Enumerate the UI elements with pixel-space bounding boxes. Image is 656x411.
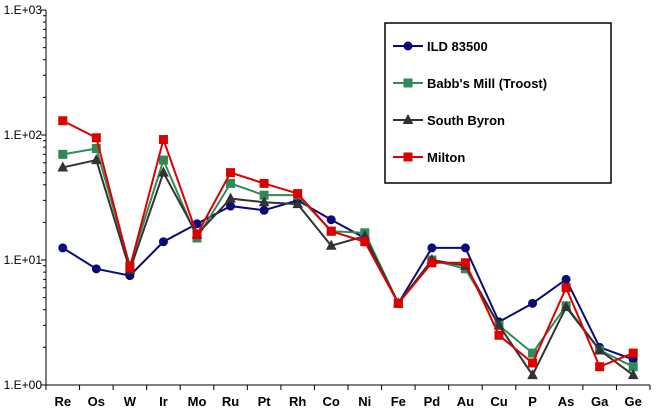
- data-point: [292, 198, 303, 209]
- x-tick-label: As: [558, 394, 575, 409]
- y-tick-label: 1.E+00: [4, 378, 43, 392]
- series-line: [62, 147, 634, 368]
- x-tick-label: Ge: [625, 394, 642, 409]
- data-point: [226, 201, 236, 211]
- y-tick-label: 1.E+03: [4, 3, 43, 17]
- x-tick-label: Co: [323, 394, 340, 409]
- legend-marker: [402, 113, 414, 124]
- x-tick-label: Ru: [222, 394, 239, 409]
- x-tick-label: W: [124, 394, 137, 409]
- data-point: [225, 192, 236, 203]
- legend-marker: [403, 41, 413, 51]
- y-tick-label: 1.E+02: [4, 128, 43, 142]
- data-point: [326, 226, 336, 236]
- legend-marker: [403, 152, 413, 162]
- x-tick-label: Re: [54, 394, 71, 409]
- y-tick-label: 1.E+01: [4, 253, 43, 267]
- x-tick-label: Ir: [159, 394, 168, 409]
- x-tick-label: P: [528, 394, 537, 409]
- data-point: [192, 229, 202, 239]
- data-point: [258, 196, 270, 207]
- x-tick-label: Os: [88, 394, 105, 409]
- data-point: [561, 274, 571, 284]
- x-tick-label: Rh: [289, 394, 306, 409]
- data-point: [393, 298, 403, 308]
- data-point: [226, 178, 236, 188]
- data-point: [158, 155, 168, 165]
- data-point: [91, 143, 101, 153]
- data-point: [259, 178, 269, 188]
- series-line: [62, 158, 634, 378]
- data-point: [595, 362, 605, 372]
- data-point: [527, 369, 538, 380]
- series-line: [62, 119, 634, 369]
- legend-label: South Byron: [427, 113, 505, 128]
- axes: [41, 9, 651, 390]
- data-point: [158, 237, 168, 247]
- data-point: [628, 348, 638, 358]
- data-point: [528, 298, 538, 308]
- x-category-labels: Re Os W Ir Mo Ru Pt Rh Co Ni Fe Pd Au Cu P As Ga Ge: [54, 394, 641, 409]
- data-point: [427, 243, 437, 253]
- data-point: [58, 116, 68, 126]
- data-point: [158, 135, 168, 145]
- plot-area: [57, 116, 639, 380]
- data-point: [91, 264, 101, 274]
- x-tick-label: Pd: [424, 394, 441, 409]
- legend: ILD 83500 Babb's Mill (Troost) South Byron…: [384, 22, 612, 184]
- data-point: [226, 168, 236, 178]
- data-point: [493, 319, 505, 330]
- series-line: [62, 199, 634, 361]
- legend-label: ILD 83500: [427, 39, 488, 54]
- data-point: [494, 330, 504, 340]
- x-tick-label: Fe: [391, 394, 406, 409]
- data-point: [58, 243, 68, 253]
- data-point: [528, 358, 538, 368]
- data-point: [58, 149, 68, 159]
- data-point: [125, 263, 135, 273]
- series-0: [58, 195, 638, 364]
- data-point: [561, 283, 571, 293]
- data-point: [360, 237, 370, 247]
- x-tick-label: Cu: [490, 394, 507, 409]
- series-3: [58, 116, 638, 372]
- data-point: [427, 258, 437, 268]
- data-point: [57, 161, 69, 172]
- data-point: [158, 166, 169, 177]
- data-point: [460, 258, 470, 268]
- legend-marker: [403, 78, 413, 88]
- legend-label: Milton: [427, 150, 465, 165]
- data-point: [91, 133, 101, 143]
- data-point: [460, 243, 470, 253]
- y-tick-labels: 1.E+00 1.E+01 1.E+02 1.E+03: [4, 3, 43, 392]
- x-tick-label: Au: [457, 394, 474, 409]
- x-tick-label: Ga: [591, 394, 609, 409]
- data-point: [91, 154, 102, 165]
- data-point: [594, 344, 605, 355]
- data-point: [627, 369, 639, 380]
- data-point: [560, 301, 572, 312]
- data-point: [326, 215, 336, 225]
- x-tick-label: Mo: [188, 394, 207, 409]
- data-point: [325, 239, 337, 250]
- series-2: [57, 154, 639, 380]
- data-point: [293, 189, 303, 199]
- x-tick-label: Ni: [358, 394, 371, 409]
- legend-label: Babb's Mill (Troost): [427, 76, 547, 91]
- x-tick-label: Pt: [258, 394, 272, 409]
- data-point: [259, 205, 269, 215]
